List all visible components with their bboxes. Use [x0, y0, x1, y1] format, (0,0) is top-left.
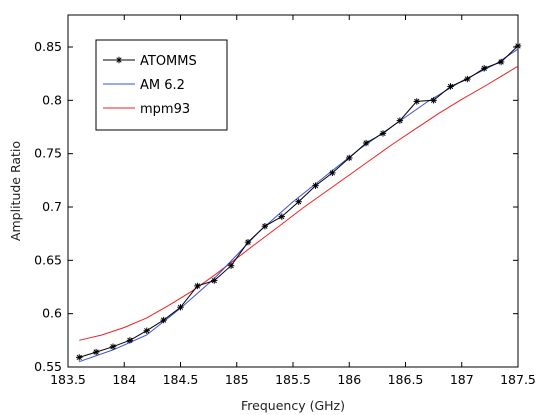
y-tick-label: 0.65 [34, 252, 62, 267]
series-line-mpm93 [79, 65, 519, 341]
y-axis-title: Amplitude Ratio [8, 141, 23, 241]
data-point-atomms [430, 97, 437, 104]
data-point-atomms [92, 348, 100, 356]
data-point-atomms [177, 304, 184, 311]
x-tick-label: 184.5 [163, 372, 199, 387]
data-point-atomms [379, 130, 387, 137]
data-point-atomms [362, 139, 370, 147]
data-point-atomms [261, 223, 269, 230]
data-point-atomms [126, 337, 134, 344]
data-point-atomms [464, 75, 471, 83]
legend-box [95, 39, 228, 131]
data-point-atomms [143, 327, 150, 334]
legend-label-mpm93: mpm93 [140, 102, 190, 117]
x-tick-label: 187.5 [500, 372, 536, 387]
legend-marker-atomms [115, 56, 123, 64]
legend-label-am-6-2: AM 6.2 [140, 78, 185, 93]
series-layer [76, 42, 522, 363]
y-tick-label: 0.8 [42, 92, 62, 107]
x-axis-title: Frequency (GHz) [241, 398, 345, 413]
data-point-atomms [396, 117, 404, 124]
y-tick-label: 0.75 [34, 146, 62, 161]
data-point-atomms [497, 58, 505, 66]
legend: ATOMMS AM 6.2 mpm93 [95, 39, 228, 131]
data-point-atomms [295, 198, 302, 205]
data-point-atomms [160, 316, 167, 324]
x-axis: 183.5 184 184.5 185 185.5 186 186.5 187 187.5 [50, 15, 536, 387]
data-point-atomms [481, 65, 488, 72]
y-tick-label: 0.6 [42, 306, 62, 321]
data-point-atomms [312, 182, 319, 189]
y-tick-label: 0.7 [42, 199, 62, 214]
data-point-atomms [76, 354, 83, 361]
data-point-atomms [244, 239, 252, 246]
x-tick-label: 183.5 [50, 372, 86, 387]
y-axis: 0.55 0.6 0.65 0.7 0.75 0.8 0.85 [34, 39, 518, 374]
data-point-atomms [227, 262, 235, 269]
data-point-atomms [413, 98, 420, 105]
y-tick-label: 0.55 [34, 359, 62, 374]
data-point-atomms [346, 154, 353, 162]
x-tick-label: 185 [225, 372, 249, 387]
x-tick-label: 185.5 [275, 372, 311, 387]
x-tick-label: 187 [450, 372, 474, 387]
data-point-atomms [514, 42, 522, 50]
y-tick-label: 0.85 [34, 39, 62, 54]
data-point-atomms [447, 83, 454, 90]
data-point-atomms [109, 343, 117, 350]
x-tick-label: 186.5 [388, 372, 424, 387]
data-point-atomms [278, 213, 285, 220]
x-tick-label: 186 [337, 372, 361, 387]
data-point-atomms [211, 277, 218, 284]
x-tick-label: 184 [112, 372, 136, 387]
data-point-atomms [329, 169, 336, 177]
legend-label-atomms: ATOMMS [140, 54, 197, 69]
data-point-atomms [194, 282, 201, 290]
